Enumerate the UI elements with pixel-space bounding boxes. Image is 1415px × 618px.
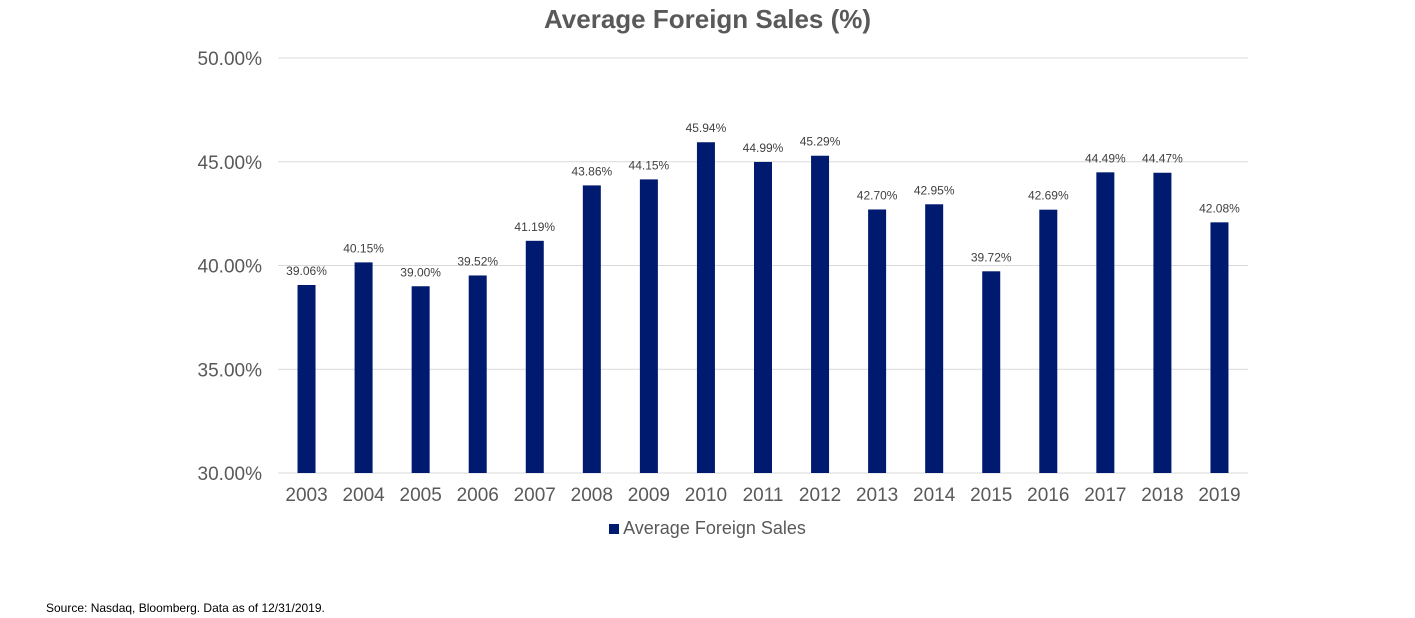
chart-legend: Average Foreign Sales xyxy=(0,518,1415,539)
bar xyxy=(754,161,772,473)
bar xyxy=(982,271,1001,473)
data-label: 39.00% xyxy=(400,265,441,279)
data-label: 39.52% xyxy=(457,254,498,268)
data-label: 40.15% xyxy=(343,241,384,255)
chart-title: Average Foreign Sales (%) xyxy=(543,4,872,34)
legend-swatch xyxy=(609,523,620,534)
y-tick-label: 30.00% xyxy=(198,464,263,485)
bar xyxy=(811,155,830,474)
bar xyxy=(354,262,373,473)
bar xyxy=(1096,172,1115,473)
x-tick-label: 2018 xyxy=(1141,485,1183,506)
bar xyxy=(468,275,487,473)
data-label: 44.49% xyxy=(1085,151,1126,165)
x-tick-label: 2010 xyxy=(685,485,727,506)
data-label: 42.69% xyxy=(1028,189,1069,203)
data-label: 44.47% xyxy=(1142,152,1183,166)
x-tick-label: 2019 xyxy=(1198,485,1240,506)
data-label: 44.15% xyxy=(629,158,670,172)
y-tick-label: 50.00% xyxy=(198,49,263,70)
x-tick-label: 2008 xyxy=(571,485,613,506)
x-tick-label: 2017 xyxy=(1084,485,1126,506)
bar xyxy=(297,285,316,473)
data-label: 42.08% xyxy=(1199,201,1240,215)
data-label: 39.72% xyxy=(971,250,1012,264)
bar xyxy=(582,185,601,473)
x-tick-label: 2003 xyxy=(285,485,327,506)
data-label: 42.95% xyxy=(914,183,955,197)
x-tick-label: 2013 xyxy=(856,485,898,506)
y-tick-label: 45.00% xyxy=(198,153,263,174)
data-label: 42.70% xyxy=(857,188,898,202)
y-tick-label: 35.00% xyxy=(198,360,263,381)
x-tick-label: 2016 xyxy=(1027,485,1069,506)
x-tick-label: 2004 xyxy=(342,485,385,506)
x-tick-label: 2011 xyxy=(743,485,784,506)
data-label: 44.99% xyxy=(743,141,784,155)
source-note: Source: Nasdaq, Bloomberg. Data as of 12… xyxy=(46,601,325,615)
data-label: 39.06% xyxy=(286,264,327,278)
x-tick-label: 2007 xyxy=(514,485,556,506)
x-tick-label: 2014 xyxy=(913,485,956,506)
data-label: 41.19% xyxy=(514,220,555,234)
bar xyxy=(1153,172,1172,473)
x-tick-label: 2006 xyxy=(457,485,499,506)
legend-label: Average Foreign Sales xyxy=(623,518,806,538)
x-tick-label: 2015 xyxy=(970,485,1012,506)
x-tick-label: 2005 xyxy=(400,485,442,506)
data-label: 45.29% xyxy=(800,135,841,149)
x-tick-label: 2012 xyxy=(799,485,841,506)
bar xyxy=(868,209,887,473)
bar xyxy=(639,179,658,473)
data-label: 45.94% xyxy=(686,121,727,135)
bar xyxy=(1039,209,1058,473)
bar xyxy=(696,142,715,473)
data-label: 43.86% xyxy=(571,164,612,178)
bar xyxy=(525,240,544,473)
x-tick-label: 2009 xyxy=(628,485,670,506)
bar xyxy=(1210,222,1229,473)
y-tick-label: 40.00% xyxy=(198,257,263,278)
bar xyxy=(925,204,944,473)
bar xyxy=(411,286,430,473)
